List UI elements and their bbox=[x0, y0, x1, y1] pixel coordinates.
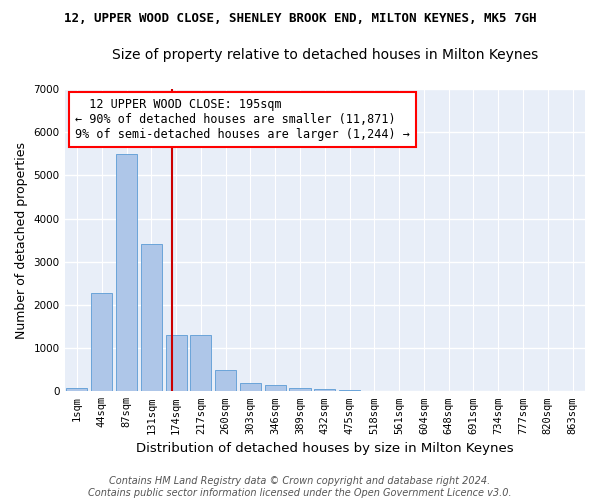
Bar bbox=[265, 385, 286, 392]
Bar bbox=[141, 244, 162, 392]
Bar bbox=[215, 370, 236, 392]
Bar bbox=[166, 335, 187, 392]
Title: Size of property relative to detached houses in Milton Keynes: Size of property relative to detached ho… bbox=[112, 48, 538, 62]
Bar bbox=[190, 335, 211, 392]
Text: 12, UPPER WOOD CLOSE, SHENLEY BROOK END, MILTON KEYNES, MK5 7GH: 12, UPPER WOOD CLOSE, SHENLEY BROOK END,… bbox=[64, 12, 536, 26]
Bar bbox=[67, 388, 88, 392]
Bar bbox=[240, 382, 261, 392]
Bar bbox=[116, 154, 137, 392]
Bar bbox=[289, 388, 311, 392]
Text: Contains HM Land Registry data © Crown copyright and database right 2024.
Contai: Contains HM Land Registry data © Crown c… bbox=[88, 476, 512, 498]
Bar bbox=[314, 389, 335, 392]
Y-axis label: Number of detached properties: Number of detached properties bbox=[15, 142, 28, 338]
X-axis label: Distribution of detached houses by size in Milton Keynes: Distribution of detached houses by size … bbox=[136, 442, 514, 455]
Bar bbox=[91, 293, 112, 392]
Text: 12 UPPER WOOD CLOSE: 195sqm  
← 90% of detached houses are smaller (11,871)
9% o: 12 UPPER WOOD CLOSE: 195sqm ← 90% of det… bbox=[75, 98, 410, 141]
Bar bbox=[339, 390, 360, 392]
